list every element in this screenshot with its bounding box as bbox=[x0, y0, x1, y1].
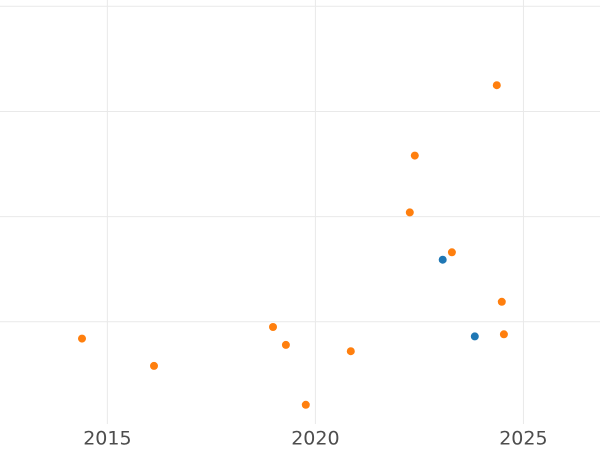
x-tick-label: 2025 bbox=[499, 428, 547, 450]
data-point-orange-series bbox=[410, 151, 419, 160]
data-point-orange-series bbox=[405, 208, 414, 217]
x-tick-label: 2020 bbox=[291, 428, 339, 450]
data-point-blue-series bbox=[470, 332, 479, 341]
data-point-orange-series bbox=[269, 323, 277, 331]
x-tick-label: 2015 bbox=[83, 428, 131, 450]
data-point-orange-series bbox=[150, 361, 158, 370]
data-point-orange-series bbox=[301, 400, 310, 409]
data-point-orange-series bbox=[447, 248, 456, 257]
data-point-orange-series bbox=[497, 297, 506, 306]
data-point-orange-series bbox=[499, 330, 508, 339]
data-point-orange-series bbox=[492, 81, 501, 90]
data-point-orange-series bbox=[346, 347, 355, 356]
data-point-blue-series bbox=[438, 255, 447, 264]
data-point-orange-series bbox=[281, 340, 290, 349]
data-point-orange-series bbox=[78, 334, 86, 343]
